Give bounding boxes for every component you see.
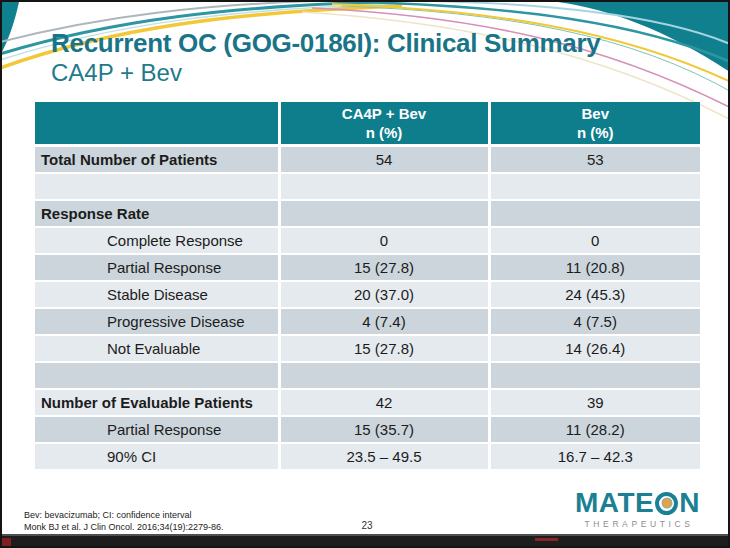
row-label: Stable Disease (35, 281, 279, 308)
progress-marker-left (2, 538, 11, 546)
cell-value: 20 (37.0) (279, 281, 489, 308)
table-row-90-ci: 90% CI 23.5 – 49.5 16.7 – 42.3 (35, 443, 700, 470)
row-label: Complete Response (35, 227, 279, 254)
row-label: Total Number of Patients (35, 146, 279, 174)
table-row-partial-response: Partial Response 15 (27.8) 11 (20.8) (35, 254, 700, 281)
header-cell-ca4p-bev: CA4P + Bev n (%) (279, 102, 489, 146)
row-label (35, 173, 279, 200)
cell-value: 14 (26.4) (489, 335, 700, 362)
progress-marker-mid (535, 538, 558, 541)
header-ca4p-line1: CA4P + Bev (281, 104, 488, 124)
cell-value: 42 (279, 389, 489, 416)
footnote-abbreviations: Bev: bevacizumab; CI: confidence interva… (24, 510, 224, 522)
cell-value: 53 (489, 146, 700, 174)
table-row-spacer (35, 362, 700, 389)
cell-value: 15 (35.7) (279, 416, 489, 443)
cell-value: 0 (489, 227, 700, 254)
row-label: Not Evaluable (35, 335, 279, 362)
row-label: 90% CI (35, 443, 279, 470)
table-row-response-rate: Response Rate (35, 200, 700, 227)
table-row-total-patients: Total Number of Patients 54 53 (35, 146, 700, 174)
cell-value: 4 (7.5) (489, 308, 700, 335)
header-cell-empty (35, 102, 279, 146)
cell-value: 4 (7.4) (279, 308, 489, 335)
logo-tagline: THERAPEUTICS (575, 519, 700, 529)
page-number: 23 (352, 520, 382, 531)
cell-value: 16.7 – 42.3 (489, 443, 700, 470)
row-label (35, 362, 279, 389)
table-row-not-evaluable: Not Evaluable 15 (27.8) 14 (26.4) (35, 335, 700, 362)
cell-value (489, 362, 700, 389)
table-row-evaluable-patients: Number of Evaluable Patients 42 39 (35, 389, 700, 416)
table-row-complete-response: Complete Response 0 0 (35, 227, 700, 254)
row-label: Response Rate (35, 200, 279, 227)
mateon-logo: MATE N THERAPEUTICS (575, 489, 700, 529)
table-row-partial-response-evaluable: Partial Response 15 (35.7) 11 (28.2) (35, 416, 700, 443)
header-bev-line1: Bev (491, 104, 701, 124)
cell-value (279, 200, 489, 227)
cell-value: 23.5 – 49.5 (279, 443, 489, 470)
cell-value: 0 (279, 227, 489, 254)
cell-value (279, 173, 489, 200)
header-ca4p-line2: n (%) (281, 123, 488, 143)
row-label: Partial Response (35, 416, 279, 443)
logo-wordmark: MATE N (575, 489, 700, 517)
row-label: Progressive Disease (35, 308, 279, 335)
logo-text-pre: MATE (575, 489, 654, 517)
table-row-spacer (35, 173, 700, 200)
row-label: Partial Response (35, 254, 279, 281)
logo-text-post: N (679, 489, 700, 517)
footnotes: Bev: bevacizumab; CI: confidence interva… (24, 510, 224, 533)
cell-value: 15 (27.8) (279, 335, 489, 362)
logo-o-icon (655, 492, 678, 515)
cell-value: 39 (489, 389, 700, 416)
cell-value: 11 (20.8) (489, 254, 700, 281)
cell-value (489, 173, 700, 200)
table-row-stable-disease: Stable Disease 20 (37.0) 24 (45.3) (35, 281, 700, 308)
header-bev-line2: n (%) (491, 123, 701, 143)
cell-value (279, 362, 489, 389)
video-progress-bar[interactable] (2, 534, 728, 546)
header-cell-bev: Bev n (%) (489, 102, 700, 146)
footnote-citation: Monk BJ et al. J Clin Oncol. 2016;34(19)… (24, 522, 224, 534)
cell-value: 11 (28.2) (489, 416, 700, 443)
slide-title: Recurrent OC (GOG-0186I): Clinical Summa… (51, 29, 600, 58)
cell-value (489, 200, 700, 227)
row-label: Number of Evaluable Patients (35, 389, 279, 416)
clinical-summary-table: CA4P + Bev n (%) Bev n (%) Total Number … (35, 102, 700, 471)
teal-strip-top-left (2, 2, 19, 52)
cell-value: 54 (279, 146, 489, 174)
slide-frame: Recurrent OC (GOG-0186I): Clinical Summa… (0, 0, 730, 548)
table-row-progressive-disease: Progressive Disease 4 (7.4) 4 (7.5) (35, 308, 700, 335)
cell-value: 24 (45.3) (489, 281, 700, 308)
slide-subtitle: CA4P + Bev (51, 60, 600, 86)
table-header-row: CA4P + Bev n (%) Bev n (%) (35, 102, 700, 146)
title-block: Recurrent OC (GOG-0186I): Clinical Summa… (51, 29, 600, 87)
cell-value: 15 (27.8) (279, 254, 489, 281)
